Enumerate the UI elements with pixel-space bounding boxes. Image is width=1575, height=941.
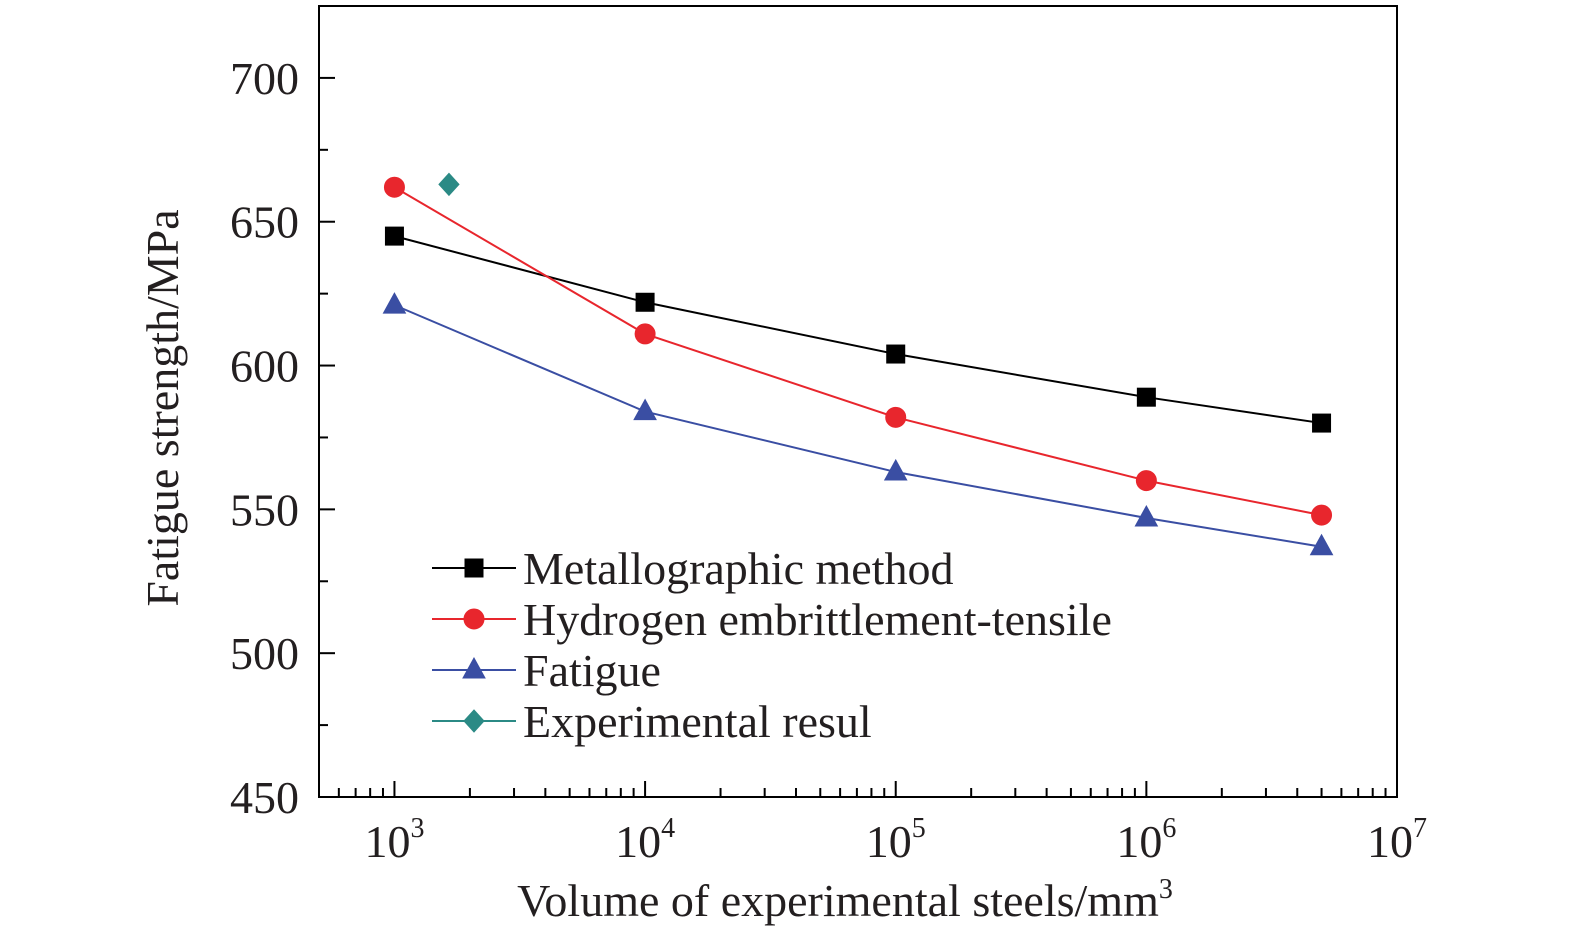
legend-item: Hydrogen embrittlement-tensile [432,594,1112,645]
axes: 450 500 550 600 650 700 103 104 105 106 107 [230,5,1427,867]
y-axis-title: Fatigue strength/MPa [137,209,188,606]
y-tick-label: 600 [230,341,299,392]
series-layer [382,172,1334,556]
legend-label: Hydrogen embrittlement-tensile [523,594,1112,645]
legend-label: Fatigue [523,645,661,696]
x-tick-label: 106 [1116,813,1176,867]
series-1 [383,176,1333,526]
data-point [1312,413,1332,433]
data-point [1309,533,1334,556]
x-axis-title: Volume of experimental steels/mm3 [517,874,1173,926]
data-point [383,176,405,198]
x-tick-label: 105 [866,813,926,867]
series-line [394,304,1322,548]
data-point [1136,387,1156,407]
data-point [633,398,657,421]
y-tick-label: 550 [230,484,299,535]
legend-marker [463,608,485,630]
data-point [635,292,655,312]
data-point [1134,504,1159,527]
data-point [438,172,460,197]
series-line [393,186,1322,517]
legend-item: Experimental resul [432,696,872,747]
legend-label: Metallographic method [523,543,954,594]
data-point [384,226,404,246]
data-point [1311,504,1333,526]
series-2 [382,292,1334,556]
legend-marker [464,558,484,578]
x-tick-label: 103 [364,813,424,867]
legend-item: Metallographic method [432,543,954,594]
series-0 [384,226,1332,433]
legend-marker [463,709,485,733]
y-tick-label: 650 [230,197,299,248]
y-tick-label: 500 [230,628,299,679]
legend-item: Fatigue [432,645,661,696]
data-point [382,292,407,314]
legend-label: Experimental resul [523,696,872,747]
y-tick-label: 450 [230,772,299,823]
plot-frame [318,5,1398,798]
series-line [394,235,1322,425]
legend-marker [462,656,486,679]
data-point [883,458,908,481]
x-tick-label: 107 [1367,813,1427,867]
x-tick-label: 104 [615,813,675,867]
data-point [1135,470,1157,492]
y-tick-label: 700 [230,53,299,104]
data-point [886,344,906,364]
data-point [885,406,907,428]
x-axis-title-text: Volume of experimental steels/mm [517,875,1159,926]
series-3 [438,172,460,197]
x-axis-title-superscript: 3 [1159,874,1173,905]
data-point [634,323,656,345]
